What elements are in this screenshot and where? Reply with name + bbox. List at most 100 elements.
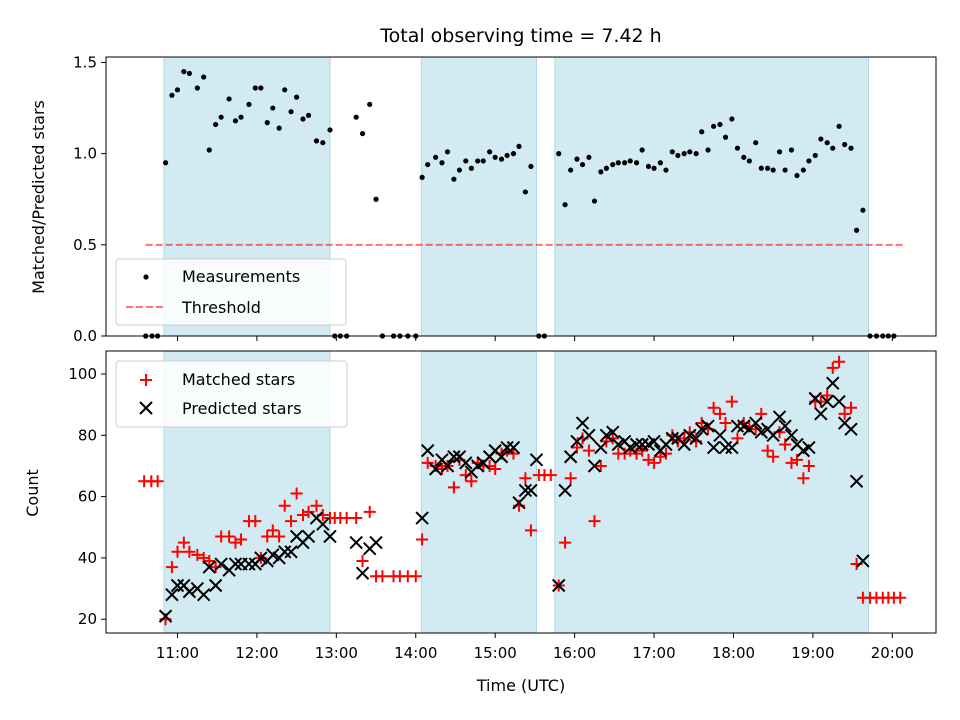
matched-star-point [416,533,429,546]
series-measurements [143,68,897,339]
predicted-star-point [228,557,243,571]
measurement-point [657,160,663,166]
measurement-point [675,152,681,159]
measurement-point [800,167,806,173]
bottom-panel-legend: Matched stars Predicted stars [115,360,348,428]
predicted-star-point [694,422,709,436]
measurement-point [693,151,699,157]
predicted-star-point [428,462,443,476]
matched-star-point [235,533,248,546]
predicted-star-point [278,545,292,559]
measurement-point [359,130,366,137]
bottom-panel-y-axis-label: Count [23,469,42,517]
measurement-point [627,158,633,164]
top-y-tick-label: 0.5 [73,236,97,254]
measurement-point [367,101,373,108]
matched-star-point [749,423,762,436]
legend-marker-predicted-stars [139,401,153,415]
matched-star-point [797,472,810,485]
measurement-point [456,167,463,173]
matched-star-point [838,407,851,420]
measurement-point [238,114,244,120]
predicted-star-point [730,419,745,433]
chart-title: Total observing time = 7.42 h [379,25,661,47]
legend-label-measurements: Measurements [182,267,300,286]
predicted-star-point [323,529,337,544]
bottom-y-tick-label: 40 [78,549,97,567]
measurement-point [516,143,522,149]
matched-star-point [659,447,672,460]
measurement-point [276,125,282,131]
legend-label-predicted-stars: Predicted stars [182,399,302,418]
measurement-point [213,121,219,128]
measurement-point [288,109,294,115]
measurement-point [669,149,675,155]
x-tick-label: 11:00 [156,644,199,662]
measurement-point [226,96,232,102]
matched-star-point [507,447,520,460]
matched-star-point [350,512,363,525]
predicted-star-point [266,548,280,562]
predicted-star-point [706,440,721,455]
predicted-star-point [512,496,526,510]
predicted-star-point [820,394,834,409]
x-tick-label: 15:00 [474,644,517,662]
predicted-star-point [844,422,858,436]
predicted-star-point [725,440,739,455]
matched-star-point [421,456,434,469]
predicted-star-point [766,428,780,443]
predicted-star-point [849,474,864,488]
predicted-star-point [575,416,590,430]
predicted-star-point [459,456,473,470]
predicted-star-point [170,578,185,593]
measurement-point [848,145,854,151]
predicted-star-point [447,450,461,464]
measurement-point [824,140,830,146]
measurement-point [562,202,568,208]
measurement-point [722,134,729,140]
top-panel-y-axis-label: Matched/Predicted stars [29,100,48,294]
matched-star-point [594,459,607,472]
matched-star-point [894,591,907,604]
measurement-point [770,167,776,173]
measurement-point [753,140,759,146]
top-y-tick-label: 1.5 [73,53,97,71]
measurement-point [853,227,860,233]
measurement-point [645,163,652,170]
measurement-point [758,165,764,171]
matched-star-point [544,469,557,482]
measurement-point [305,112,312,118]
predicted-star-point [784,428,799,443]
predicted-star-point [856,554,870,568]
measurement-point [794,172,800,179]
measurement-point [603,165,609,171]
x-tick-label: 16:00 [553,644,596,662]
measurement-point [186,70,192,77]
predicted-star-point [202,560,216,574]
predicted-star-point [349,535,363,550]
bottom-panel-frame [105,350,937,634]
predicted-star-point [208,578,223,593]
matched-star-point [310,499,323,512]
predicted-star-point [182,584,197,599]
top-panel-y-ticks: 0.0 0.5 1.0 1.5 [73,53,106,345]
measurement-point [492,154,498,160]
matched-star-point [465,475,478,488]
predicted-star-point [158,609,173,623]
measurement-point [788,147,795,153]
predicted-star-point [599,428,614,443]
top-panel-x-ticks [176,336,893,341]
matched-star-point [524,524,537,537]
bottom-panel-x-ticks: 11:00 12:00 13:00 14:00 15:00 16:00 17:00 18:00… [156,633,914,662]
measurement-point [194,85,200,91]
measurement-point [419,174,425,180]
matched-star-point [519,472,532,485]
predicted-star-point [587,459,602,473]
bottom-y-tick-label: 20 [78,610,97,628]
predicted-star-point [500,440,514,455]
matched-star-point [767,450,780,463]
predicted-star-point [355,566,370,580]
predicted-star-point [420,443,435,458]
top-legend-frame [115,258,347,326]
measurement-point [206,147,212,153]
